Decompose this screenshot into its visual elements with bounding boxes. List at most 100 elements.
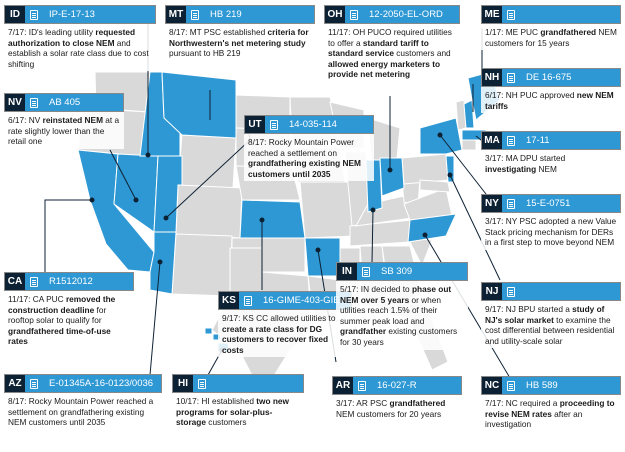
callout-text: 11/17: CA PUC removed the construction d…: [4, 291, 134, 349]
state-AZ: [149, 231, 177, 295]
docket-number: [211, 375, 303, 392]
state-label: NC: [482, 377, 502, 394]
state-label: OH: [325, 6, 345, 23]
state-label: IN: [337, 263, 357, 280]
callout-text: 8/17: Rocky Mountain Power reached a set…: [244, 134, 374, 182]
callout-header: HI: [172, 374, 304, 393]
callout-text: 10/17: HI established two new programs f…: [172, 393, 304, 430]
callout-ny: NY 15-E-0751 3/17: NY PSC adopted a new …: [481, 194, 621, 250]
state-KS: [239, 199, 306, 239]
state-OH: [379, 157, 405, 197]
state-label: MA: [482, 132, 502, 149]
document-icon: [25, 6, 43, 23]
anchor-dot: [422, 232, 428, 238]
callout-ut: UT 14-035-114 8/17: Rocky Mountain Power…: [244, 115, 374, 182]
callout-header: MA 17-11: [481, 131, 621, 150]
callout-mt: MT HB 219 8/17: MT PSC established crite…: [165, 5, 315, 61]
callout-text: 6/17: NV reinstated NEM at a rate slight…: [4, 112, 124, 149]
leader-nj: [449, 174, 501, 281]
callout-nj: NJ 9/17: NJ BPU started a study of NJ's …: [481, 282, 621, 349]
anchor-dot: [145, 152, 151, 158]
docket-number: SB 309: [375, 263, 467, 280]
docket-number: HB 589: [520, 377, 620, 394]
state-label: AR: [333, 377, 353, 394]
callout-id: ID IP-E-17-13 7/17: ID's leading utility…: [4, 5, 156, 72]
callout-header: NH DE 16-675: [481, 68, 621, 87]
callout-hi: HI 10/17: HI established two new program…: [172, 374, 304, 430]
callout-me: ME 1/17: ME PUC grandfathered NEM custom…: [481, 5, 621, 51]
document-icon: [345, 6, 363, 23]
callout-header: NJ: [481, 282, 621, 301]
docket-number: 16-027-R: [371, 377, 461, 394]
callout-text: 3/17: AR PSC grandfathered NEM customers…: [332, 395, 462, 422]
document-icon: [502, 283, 520, 300]
state-label: ME: [482, 6, 502, 23]
state-label: NV: [5, 94, 25, 111]
docket-number: IP-E-17-13: [43, 6, 155, 23]
leader-in: [371, 209, 374, 264]
document-icon: [25, 94, 43, 111]
callout-header: NV AB 405: [4, 93, 124, 112]
callout-text: 3/17: MA DPU started investigating NEM: [481, 150, 621, 177]
states-layer: [77, 71, 501, 397]
anchor-dot: [315, 247, 321, 253]
docket-number: AB 405: [43, 94, 123, 111]
state-PA: [401, 153, 451, 185]
anchor-dot: [370, 207, 376, 213]
anchor-dot: [387, 167, 393, 173]
docket-number: 17-11: [520, 132, 620, 149]
state-NM: [171, 233, 233, 297]
docket-number: DE 16-675: [520, 69, 620, 86]
state-MD: [419, 179, 451, 193]
document-icon: [502, 6, 520, 23]
state-NH: [463, 99, 475, 129]
document-icon: [265, 116, 283, 133]
callout-ar: AR 16-027-R 3/17: AR PSC grandfathered N…: [332, 376, 462, 422]
state-label: UT: [245, 116, 265, 133]
callout-header: NC HB 589: [481, 376, 621, 395]
state-label: AZ: [5, 375, 25, 392]
callout-text: 6/17: NH PUC approved new NEM tariffs: [481, 87, 621, 114]
docket-number: 12-2050-EL-ORD: [363, 6, 459, 23]
callout-text: 11/17: OH PUCO required utilities to off…: [324, 24, 460, 82]
docket-number: 15-E-0751: [520, 195, 620, 212]
state-label: NH: [482, 69, 502, 86]
leader-nv: [109, 149, 137, 201]
docket-number: [520, 6, 620, 23]
callout-header: IN SB 309: [336, 262, 468, 281]
callout-oh: OH 12-2050-EL-ORD 11/17: OH PUCO require…: [324, 5, 460, 82]
document-icon: [186, 6, 204, 23]
document-icon: [353, 377, 371, 394]
anchor-dot: [157, 259, 163, 265]
anchor-dot: [89, 197, 95, 203]
callout-header: AZ E-01345A-16-0123/0036: [4, 374, 162, 393]
callout-header: ID IP-E-17-13: [4, 5, 156, 24]
docket-number: R1512012: [43, 273, 133, 290]
state-label: CA: [5, 273, 25, 290]
callout-nc: NC HB 589 7/17: NC required a proceeding…: [481, 376, 621, 432]
state-label: NJ: [482, 283, 502, 300]
callout-header: KS 16-GIME-403-GIE: [218, 291, 352, 310]
callout-text: 3/17: NY PSC adopted a new Value Stack p…: [481, 213, 621, 250]
callout-text: 7/17: ID's leading utility requested aut…: [4, 24, 156, 72]
anchor-dot: [437, 132, 443, 138]
state-label: MT: [166, 6, 186, 23]
state-label: ID: [5, 6, 25, 23]
anchor-dot: [163, 215, 169, 221]
callout-az: AZ E-01345A-16-0123/0036 8/17: Rocky Mou…: [4, 374, 162, 430]
state-label: NY: [482, 195, 502, 212]
state-label: KS: [219, 292, 239, 309]
callout-text: 7/17: NC required a proceeding to revise…: [481, 395, 621, 432]
leader-az: [149, 261, 161, 376]
anchor-dot: [133, 197, 139, 203]
leader-ca: [44, 199, 92, 272]
document-icon: [239, 292, 257, 309]
anchor-dot: [259, 217, 265, 223]
callout-text: 9/17: NJ BPU started a study of NJ's sol…: [481, 301, 621, 349]
state-MO: [299, 181, 356, 239]
callout-ma: MA 17-11 3/17: MA DPU started investigat…: [481, 131, 621, 177]
state-CO: [175, 184, 243, 239]
document-icon: [193, 375, 211, 392]
docket-number: E-01345A-16-0123/0036: [43, 375, 161, 392]
